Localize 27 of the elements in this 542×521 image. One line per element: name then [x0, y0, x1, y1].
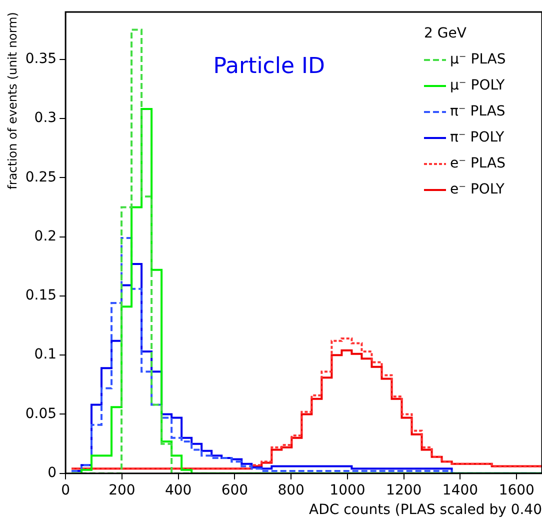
x-tick-label: 1400 [442, 482, 478, 498]
x-tick-label: 1600 [498, 482, 534, 498]
x-tick-label: 800 [278, 482, 304, 498]
y-tick-label: 0.1 [34, 346, 57, 363]
legend-label: π⁻ PLAS [450, 104, 506, 120]
y-tick-label: 0 [48, 465, 57, 482]
x-tick-label: 0 [61, 482, 70, 498]
y-tick-label: 0.35 [25, 50, 57, 67]
legend-label: e⁻ POLY [450, 182, 505, 198]
x-tick-label: 1000 [330, 482, 366, 498]
legend-label: μ⁻ POLY [450, 78, 506, 94]
y-tick-label: 0.05 [25, 406, 57, 422]
y-axis-title: fraction of events (unit norm) [5, 12, 20, 190]
x-tick-label: 1200 [386, 482, 422, 498]
legend-title: 2 GeV [424, 26, 467, 42]
x-axis-title: ADC counts (PLAS scaled by 0.40 [309, 502, 542, 518]
x-tick-label: 400 [164, 482, 192, 498]
y-tick-label: 0.15 [25, 288, 57, 304]
legend-label: μ⁻ PLAS [450, 52, 506, 68]
annotation: Particle ID [213, 54, 325, 80]
x-tick-label: 200 [108, 482, 136, 498]
legend-label: e⁻ PLAS [450, 156, 506, 172]
y-tick-label: 0.2 [34, 228, 57, 244]
legend-label: π⁻ POLY [450, 130, 505, 146]
x-tick-label: 600 [221, 482, 248, 498]
y-tick-label: 0.3 [34, 110, 57, 126]
y-tick-label: 0.25 [25, 169, 57, 186]
